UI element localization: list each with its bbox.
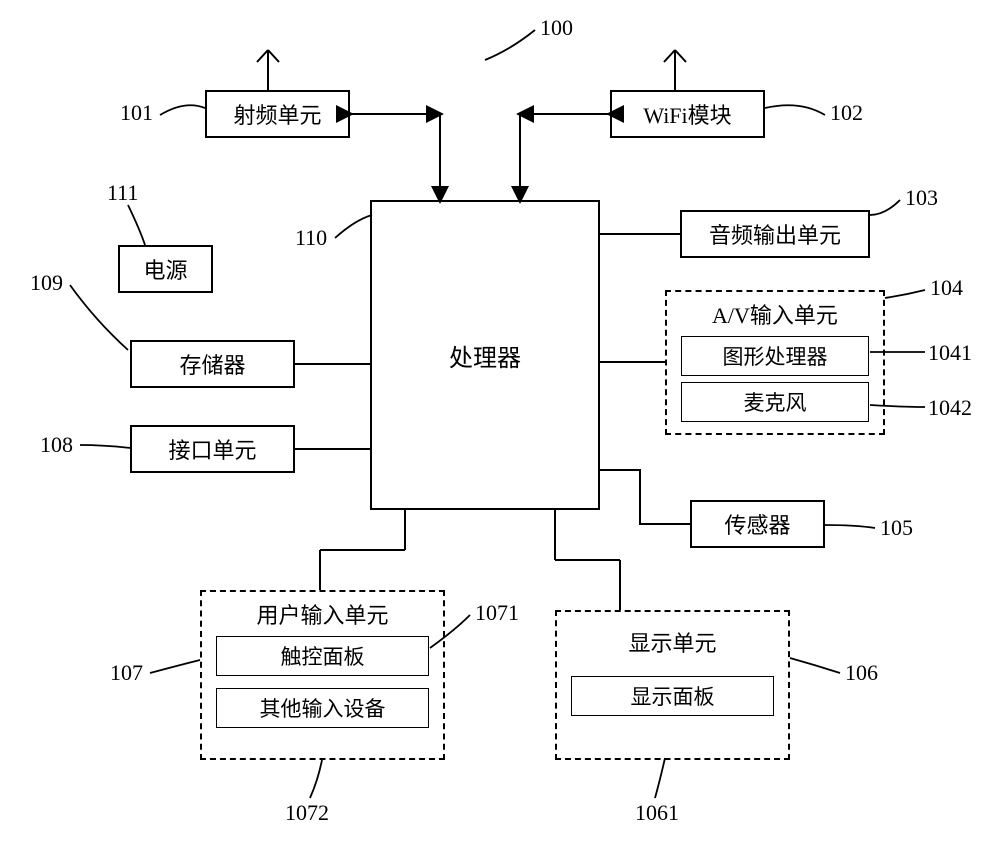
block-rf-unit: 射频单元 — [205, 90, 350, 138]
label-108: 108 — [40, 432, 73, 458]
label-1072: 1072 — [285, 800, 329, 826]
label-102: 102 — [830, 100, 863, 126]
label-104: 104 — [930, 275, 963, 301]
label-103: 103 — [905, 185, 938, 211]
microphone-label: 麦克风 — [744, 391, 807, 415]
graphics-processor-label: 图形处理器 — [723, 345, 828, 369]
diagram-canvas: 射频单元 WiFi模块 电源 存储器 接口单元 处理器 音频输出单元 A/V输入… — [0, 0, 1000, 849]
label-1041: 1041 — [928, 340, 972, 366]
block-microphone: 麦克风 — [681, 382, 869, 422]
block-display-panel: 显示面板 — [571, 676, 774, 716]
processor-label: 处理器 — [449, 338, 521, 373]
block-wifi-module: WiFi模块 — [610, 90, 765, 138]
display-unit-title: 显示单元 — [557, 612, 788, 658]
block-av-input: A/V输入单元 图形处理器 麦克风 — [665, 290, 885, 435]
display-panel-label: 显示面板 — [631, 685, 715, 709]
other-input-label: 其他输入设备 — [260, 697, 386, 721]
memory-label: 存储器 — [179, 348, 245, 380]
block-audio-output: 音频输出单元 — [680, 210, 870, 258]
label-107: 107 — [110, 660, 143, 686]
label-1042: 1042 — [928, 395, 972, 421]
block-memory: 存储器 — [130, 340, 295, 388]
interface-unit-label: 接口单元 — [168, 433, 256, 465]
av-input-title: A/V输入单元 — [667, 292, 883, 330]
label-1071: 1071 — [475, 600, 519, 626]
block-power: 电源 — [118, 245, 213, 293]
user-input-title: 用户输入单元 — [202, 592, 443, 630]
label-101: 101 — [120, 100, 153, 126]
label-106: 106 — [845, 660, 878, 686]
label-110: 110 — [295, 225, 327, 251]
touch-panel-label: 触控面板 — [281, 645, 365, 669]
audio-output-label: 音频输出单元 — [709, 218, 841, 250]
block-graphics-processor: 图形处理器 — [681, 336, 869, 376]
block-processor: 处理器 — [370, 200, 600, 510]
label-1061: 1061 — [635, 800, 679, 826]
block-other-input: 其他输入设备 — [216, 688, 429, 728]
block-interface-unit: 接口单元 — [130, 425, 295, 473]
antenna-wifi — [660, 40, 690, 95]
sensor-label: 传感器 — [724, 508, 790, 540]
label-109: 109 — [30, 270, 63, 296]
block-user-input: 用户输入单元 触控面板 其他输入设备 — [200, 590, 445, 760]
antenna-rf — [253, 40, 283, 95]
block-sensor: 传感器 — [690, 500, 825, 548]
rf-unit-label: 射频单元 — [233, 98, 321, 130]
label-111: 111 — [107, 180, 138, 206]
power-label: 电源 — [143, 253, 187, 285]
label-100: 100 — [540, 15, 573, 41]
wifi-module-label: WiFi模块 — [643, 98, 731, 130]
block-display-unit: 显示单元 显示面板 — [555, 610, 790, 760]
label-105: 105 — [880, 515, 913, 541]
block-touch-panel: 触控面板 — [216, 636, 429, 676]
